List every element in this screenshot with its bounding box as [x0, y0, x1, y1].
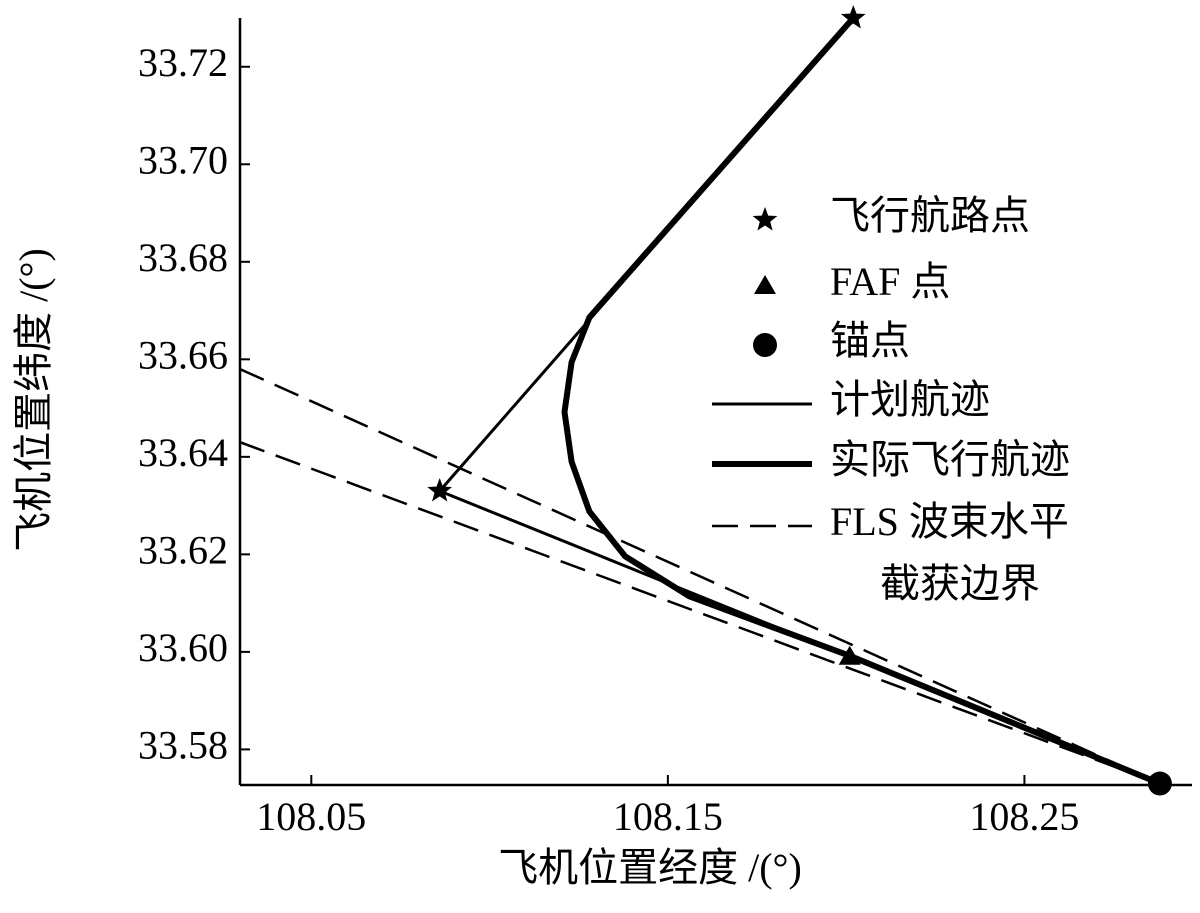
y-axis-label: 飞机位置纬度 /(°) [11, 248, 56, 552]
y-tick-label: 33.72 [138, 40, 228, 85]
legend-label: FLS 波束水平 [830, 499, 1069, 544]
x-axis-label: 飞机位置经度 /(°) [498, 845, 802, 890]
y-tick-label: 33.60 [138, 625, 228, 670]
y-tick-label: 33.66 [138, 332, 228, 377]
line-series [438, 17, 1161, 785]
y-tick-label: 33.64 [138, 430, 228, 475]
x-tick-label: 108.05 [256, 794, 366, 839]
legend-marker [752, 207, 778, 231]
circle-marker [1147, 771, 1172, 796]
legend-label: 锚点 [830, 318, 910, 363]
legend-label: 飞行航路点 [830, 193, 1030, 238]
x-tick-label: 108.25 [969, 794, 1079, 839]
star-marker [840, 5, 866, 29]
legend-label: 计划航迹 [830, 377, 990, 422]
line-series [561, 16, 1162, 787]
line-series [239, 367, 1161, 785]
legend-marker [754, 275, 776, 294]
y-tick-label: 33.58 [138, 723, 228, 768]
legend-label: 截获边界 [880, 561, 1040, 606]
y-tick-label: 33.62 [138, 528, 228, 573]
line-series [239, 441, 1161, 785]
legend-label: FAF 点 [830, 259, 950, 304]
legend-label: 实际飞行航迹 [830, 437, 1070, 482]
legend-marker [753, 333, 777, 357]
x-tick-label: 108.15 [613, 794, 723, 839]
y-tick-label: 33.68 [138, 235, 228, 280]
y-tick-label: 33.70 [138, 137, 228, 182]
